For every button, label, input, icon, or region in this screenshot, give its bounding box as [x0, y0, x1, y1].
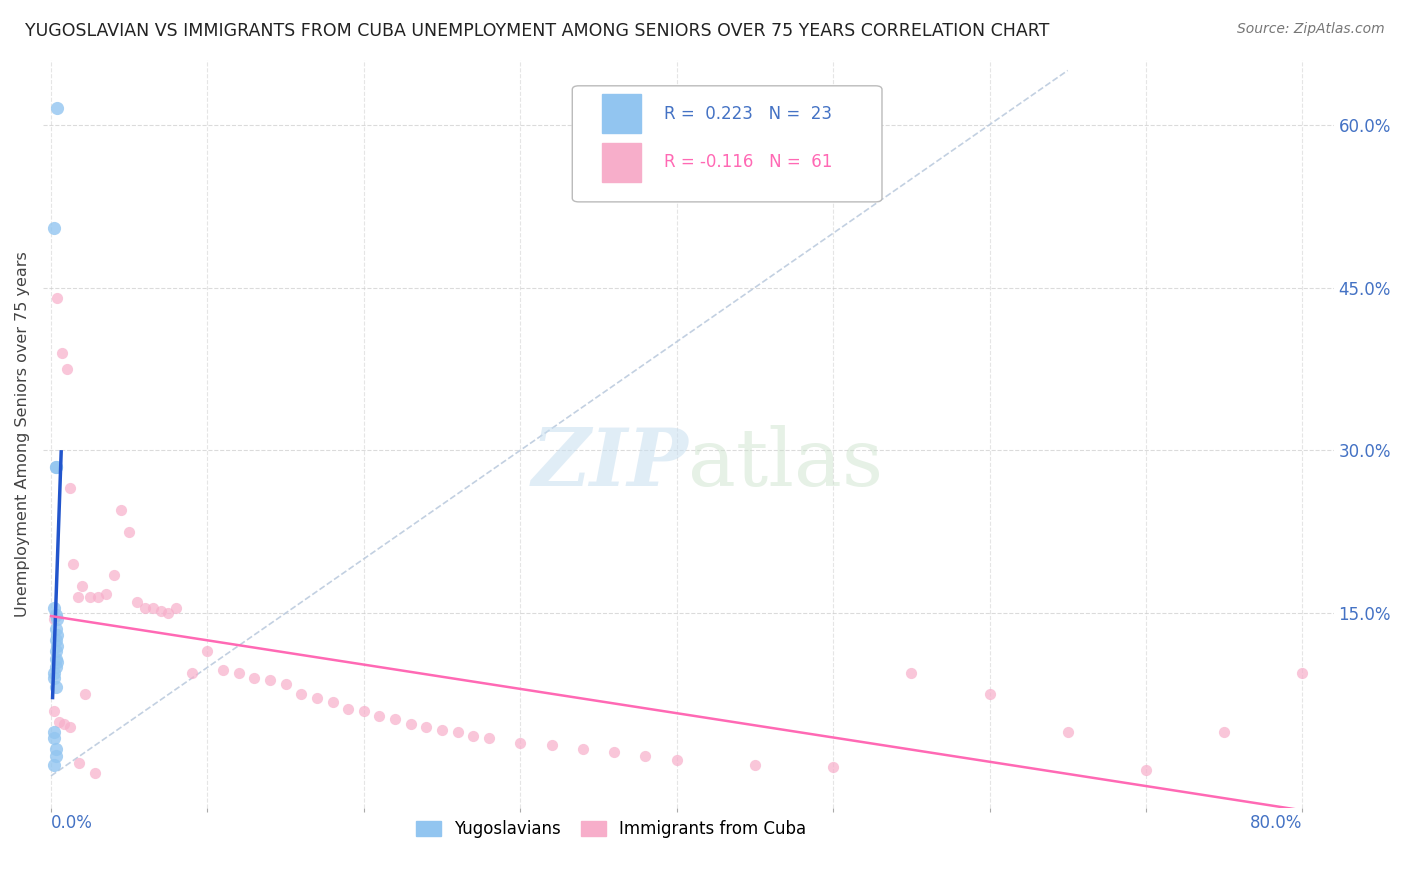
Point [45, 608, 67, 623]
Point [1213, 725, 1236, 739]
Point [52, 716, 75, 731]
Point [305, 690, 328, 705]
Point [44, 600, 66, 615]
Point [180, 665, 202, 680]
Point [415, 720, 437, 734]
Point [290, 688, 312, 702]
Point [44, 704, 66, 718]
Point [384, 713, 406, 727]
Point [337, 701, 360, 715]
Point [353, 704, 375, 718]
Point [59, 720, 82, 734]
Point [118, 524, 141, 539]
Point [44, 220, 66, 235]
Point [46, 639, 69, 653]
Point [368, 709, 391, 723]
Y-axis label: Unemployment Among Seniors over 75 years: Unemployment Among Seniors over 75 years [15, 252, 30, 617]
Point [823, 760, 845, 774]
Point [979, 688, 1001, 702]
Point [46, 655, 69, 669]
Point [46, 611, 69, 625]
Text: Source: ZipAtlas.com: Source: ZipAtlas.com [1237, 22, 1385, 37]
Point [44, 671, 66, 685]
Point [83, 765, 105, 780]
Point [125, 595, 148, 609]
Point [66, 590, 89, 604]
Point [399, 716, 422, 731]
Point [197, 644, 219, 658]
Point [45, 644, 67, 658]
Point [45, 680, 67, 694]
Point [665, 753, 688, 767]
Point [45, 741, 67, 756]
Text: ZIP: ZIP [531, 425, 689, 503]
Legend: Yugoslavians, Immigrants from Cuba: Yugoslavians, Immigrants from Cuba [409, 814, 813, 845]
Point [134, 600, 156, 615]
Point [44, 611, 66, 625]
Point [72, 579, 94, 593]
Point [94, 586, 117, 600]
Point [1291, 665, 1313, 680]
Point [165, 600, 187, 615]
Text: YUGOSLAVIAN VS IMMIGRANTS FROM CUBA UNEMPLOYMENT AMONG SENIORS OVER 75 YEARS COR: YUGOSLAVIAN VS IMMIGRANTS FROM CUBA UNEM… [25, 22, 1050, 40]
Point [540, 739, 562, 753]
Point [67, 756, 90, 770]
Point [634, 749, 657, 764]
Point [62, 558, 84, 572]
Point [900, 665, 922, 680]
Point [79, 590, 101, 604]
Point [744, 758, 766, 772]
Point [45, 459, 67, 474]
Text: R = -0.116   N =  61: R = -0.116 N = 61 [664, 153, 832, 171]
Point [103, 568, 125, 582]
Bar [602, 143, 641, 182]
Bar [602, 94, 641, 133]
Point [110, 503, 132, 517]
Point [509, 736, 531, 750]
Point [322, 695, 344, 709]
Point [142, 600, 165, 615]
Text: 80.0%: 80.0% [1250, 814, 1302, 832]
Point [46, 628, 69, 642]
Point [463, 729, 485, 743]
Point [212, 663, 235, 677]
Point [48, 714, 70, 729]
Point [45, 623, 67, 637]
Point [46, 102, 69, 116]
Point [157, 606, 180, 620]
Point [75, 688, 97, 702]
Point [55, 362, 77, 376]
Point [1135, 764, 1157, 778]
Text: 0.0%: 0.0% [51, 814, 93, 832]
Point [46, 291, 69, 305]
Text: atlas: atlas [689, 425, 883, 503]
Point [603, 745, 626, 759]
Point [45, 749, 67, 764]
Point [149, 604, 172, 618]
Point [274, 676, 297, 690]
Point [45, 633, 67, 648]
Point [45, 459, 67, 474]
Point [572, 741, 595, 756]
Point [478, 731, 501, 745]
Point [44, 665, 66, 680]
Point [51, 345, 73, 359]
FancyBboxPatch shape [572, 86, 882, 202]
Point [228, 665, 250, 680]
Text: R =  0.223   N =  23: R = 0.223 N = 23 [664, 104, 832, 122]
Point [243, 671, 266, 685]
Point [1056, 725, 1078, 739]
Point [45, 651, 67, 665]
Point [259, 673, 281, 688]
Point [87, 590, 110, 604]
Point [44, 758, 66, 772]
Point [430, 723, 453, 738]
Point [59, 481, 82, 495]
Point [45, 660, 67, 674]
Point [447, 725, 470, 739]
Point [44, 725, 66, 739]
Point [44, 731, 66, 745]
